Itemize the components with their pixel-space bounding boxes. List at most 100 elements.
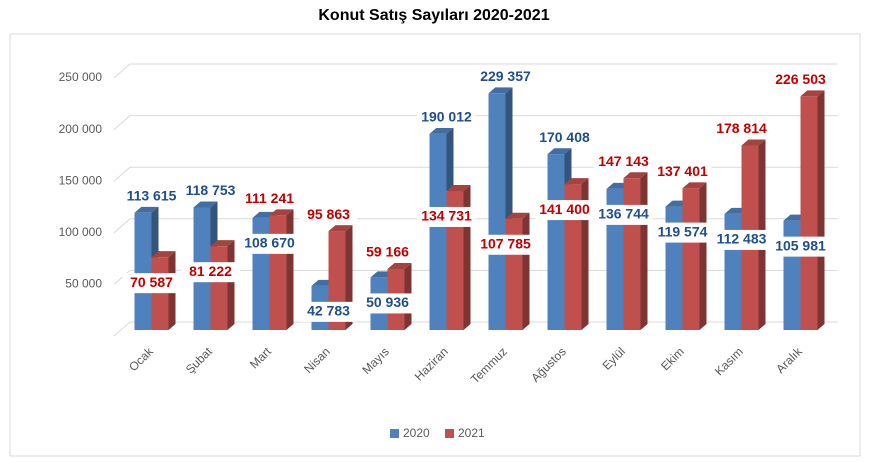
bar-side: [227, 240, 235, 330]
value-label-bg: [712, 119, 771, 140]
value-label-bg: [535, 128, 594, 149]
value-label: 42 783: [307, 303, 350, 319]
value-label: 137 401: [657, 163, 708, 179]
legend-label: 2021: [458, 426, 485, 440]
bar-front: [547, 154, 565, 330]
value-label: 141 400: [539, 201, 590, 217]
value-label: 113 615: [127, 187, 177, 203]
bar-top: [800, 90, 825, 97]
value-label-bg: [594, 204, 653, 225]
bar-top: [564, 178, 589, 185]
bar: [210, 240, 235, 330]
value-label: 95 863: [307, 206, 350, 222]
bar-top: [429, 127, 454, 134]
y-tick-label: 200 000: [59, 122, 103, 136]
legend-label: 2020: [403, 426, 430, 440]
value-label: 226 503: [775, 71, 826, 87]
bar-top: [446, 184, 471, 191]
bar-top: [193, 201, 218, 208]
bar: [505, 212, 530, 330]
value-label-bg: [299, 205, 358, 226]
bar-front: [488, 93, 506, 330]
value-label-bg: [181, 181, 240, 202]
value-label: 170 408: [539, 129, 590, 145]
bar-front: [269, 215, 287, 330]
value-label: 190 012: [421, 109, 472, 125]
grid-line: [113, 269, 838, 285]
bar: [682, 182, 707, 330]
y-tick-label: 250 000: [59, 70, 103, 84]
bar-side: [817, 90, 825, 330]
value-label: 147 143: [598, 153, 649, 169]
value-label-bg: [476, 234, 535, 255]
floor-line: [113, 321, 838, 337]
value-label-bg: [653, 162, 712, 183]
bar-top: [505, 212, 530, 219]
bar: [564, 178, 589, 330]
value-label: 108 670: [244, 235, 295, 251]
bar-front: [210, 246, 228, 330]
bar: [269, 209, 294, 330]
value-label-bg: [358, 293, 417, 314]
y-tick-label: 150 000: [59, 173, 103, 187]
bar-front: [134, 212, 152, 330]
bar-side: [640, 172, 648, 330]
bar-front: [429, 133, 447, 330]
value-label: 111 241: [245, 190, 294, 206]
value-label-bg: [240, 233, 299, 254]
value-label: 105 981: [775, 237, 826, 253]
value-label: 70 587: [130, 274, 173, 290]
grid-line: [113, 115, 838, 130]
value-label-bg: [417, 206, 476, 227]
value-label: 178 814: [716, 120, 767, 136]
value-label: 136 744: [598, 206, 649, 222]
value-label-bg: [535, 200, 594, 221]
bar-top: [387, 262, 412, 269]
bar-top: [682, 182, 707, 189]
value-label-bg: [771, 70, 830, 91]
value-label-bg: [771, 236, 830, 257]
value-label: 119 574: [658, 223, 708, 239]
bar-top: [210, 240, 235, 247]
bar-front: [623, 178, 641, 330]
value-label-bg: [181, 262, 240, 283]
grid-line: [113, 63, 838, 79]
bar-top: [134, 206, 159, 213]
value-label-bg: [122, 186, 181, 207]
value-label-bg: [476, 67, 535, 88]
bar-top: [328, 225, 353, 232]
value-label-bg: [358, 242, 417, 263]
bar-front: [682, 188, 700, 330]
bar-top: [623, 172, 648, 179]
bar-top: [269, 209, 294, 216]
value-label: 50 936: [366, 294, 409, 310]
chart-title: Konut Satış Sayıları 2020-2021: [318, 7, 549, 24]
y-tick-label: 100 000: [59, 225, 103, 239]
bar-side: [286, 209, 294, 330]
bar-top: [741, 139, 766, 146]
bar-top: [547, 148, 572, 155]
legend-swatch: [390, 429, 399, 438]
bar-front: [151, 257, 169, 330]
value-label-bg: [417, 107, 476, 128]
value-label: 59 166: [366, 244, 409, 260]
legend-swatch: [445, 429, 454, 438]
value-label: 112 483: [717, 231, 767, 247]
value-label: 134 731: [421, 208, 472, 224]
y-tick-label: 50 000: [65, 277, 102, 291]
value-label-bg: [299, 301, 358, 322]
value-label-bg: [653, 222, 712, 243]
value-label: 229 357: [480, 68, 531, 84]
value-label-bg: [594, 152, 653, 173]
bar-top: [488, 87, 513, 94]
bar: [800, 90, 825, 330]
value-label: 107 785: [480, 235, 531, 251]
value-label: 81 222: [189, 263, 232, 279]
value-label: 118 753: [186, 182, 236, 198]
bar-side: [699, 182, 707, 330]
value-label-bg: [240, 189, 299, 210]
bar-side: [522, 212, 530, 330]
value-label-bg: [122, 273, 181, 294]
bar: [623, 172, 648, 330]
